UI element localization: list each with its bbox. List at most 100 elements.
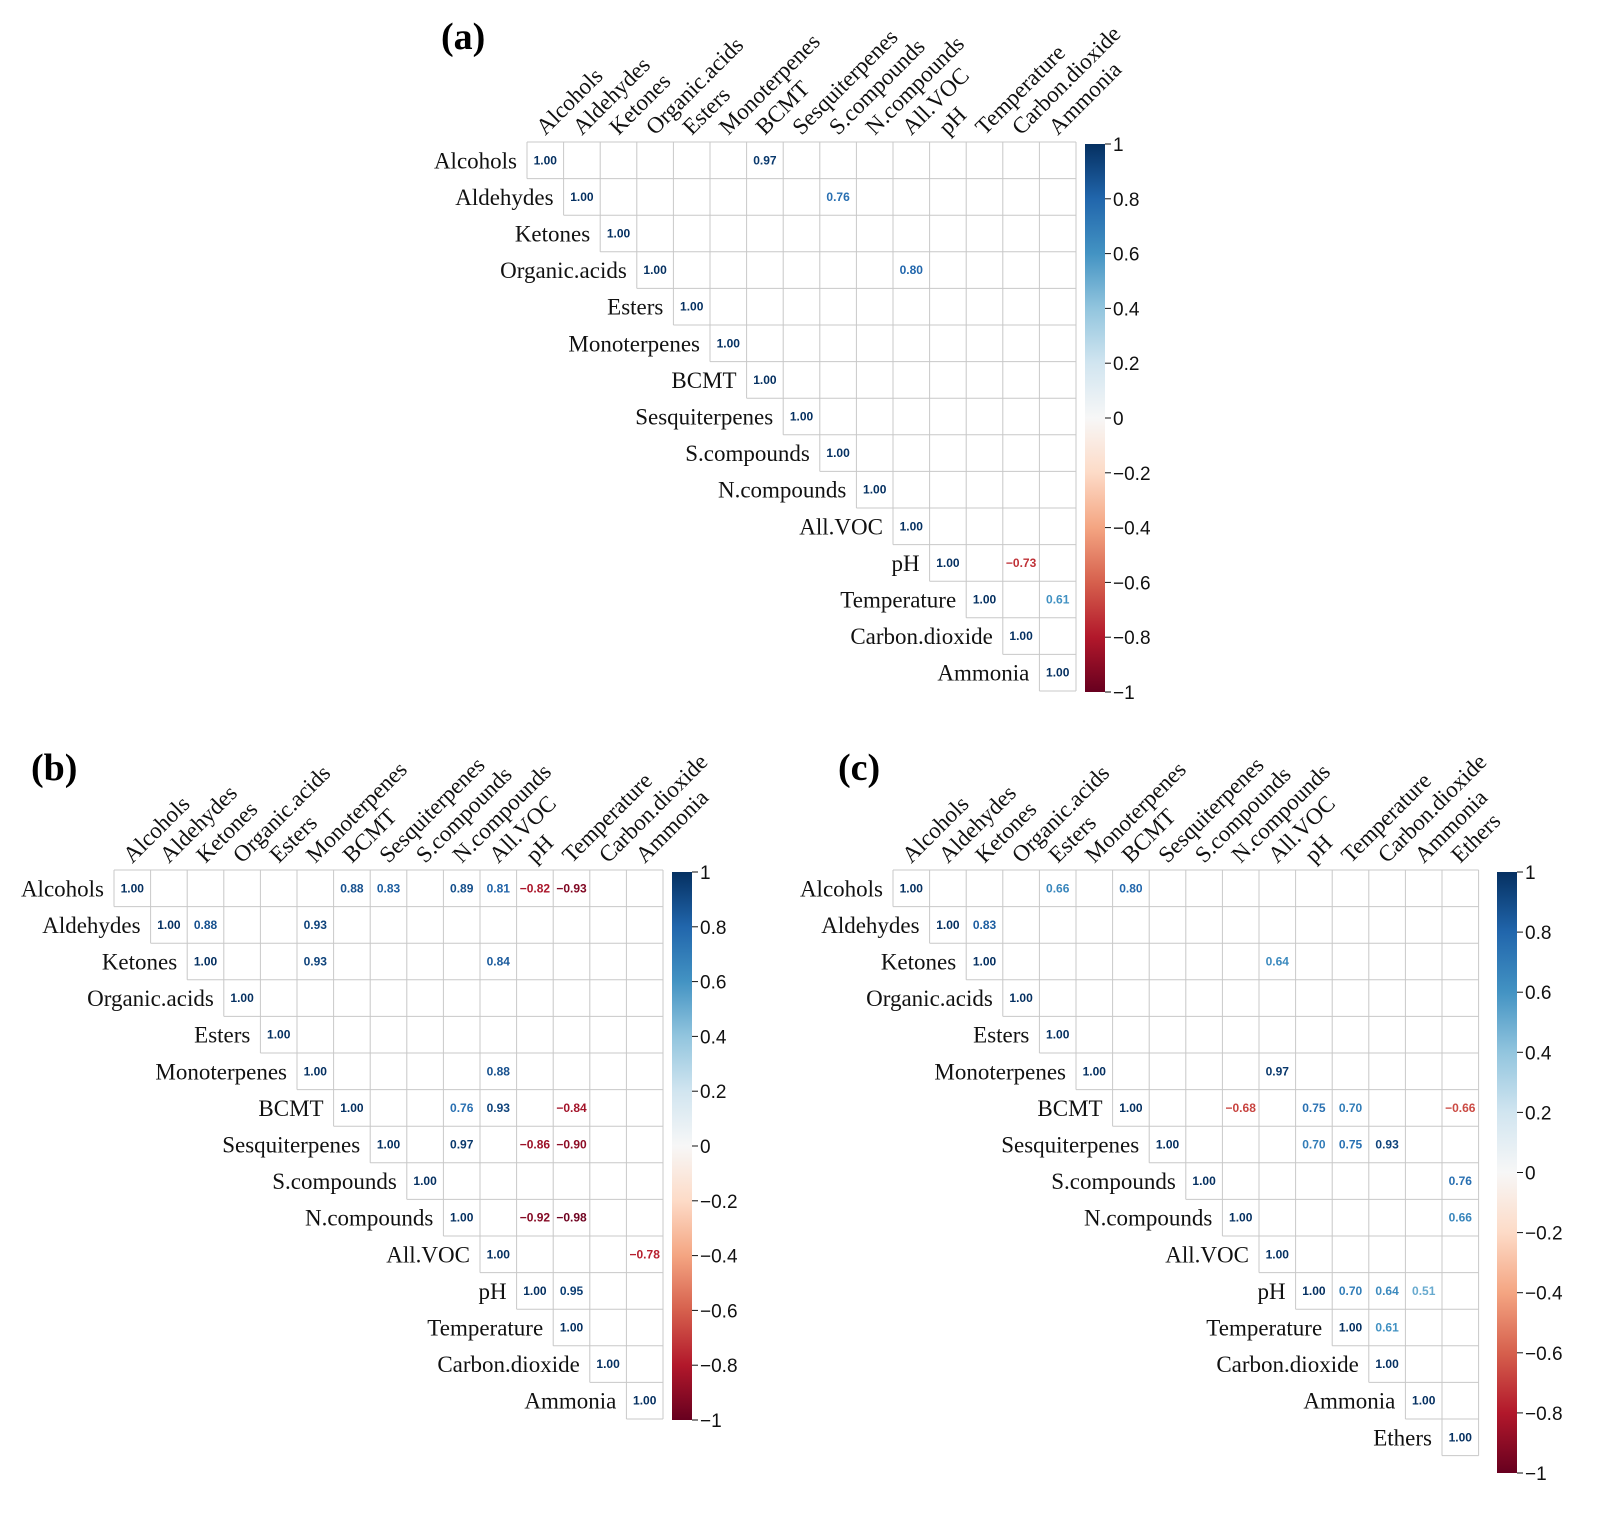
row-label-alcohols: Alcohols	[800, 876, 883, 901]
cell-value-carbon-dioxide-carbon-dioxide: 1.00	[1375, 1357, 1399, 1371]
row-label-esters: Esters	[973, 1023, 1029, 1048]
row-label-sesquiterpenes: Sesquiterpenes	[635, 405, 773, 430]
row-label-bcmt: BCMT	[1037, 1096, 1102, 1121]
colorbar-tick-label: −1	[1113, 683, 1135, 704]
row-label-sesquiterpenes: Sesquiterpenes	[222, 1133, 360, 1158]
cell-value-alcohols-alcohols: 1.00	[534, 153, 558, 167]
row-label-n-compounds: N.compounds	[1084, 1206, 1212, 1231]
colorbar-gradient	[1085, 144, 1105, 692]
cell-value-ph-temperature: 0.70	[1339, 1284, 1363, 1298]
cell-value-all-voc-ammonia: −0.78	[630, 1247, 661, 1261]
cell-value-organic-acids-organic-acids: 1.00	[1009, 991, 1033, 1005]
colorbar-gradient	[672, 872, 692, 1420]
cell-value-ph-ammonia: 0.51	[1412, 1284, 1436, 1298]
cell-value-n-compounds-n-compounds: 1.00	[863, 483, 887, 497]
cell-value-all-voc-all-voc: 1.00	[487, 1247, 511, 1261]
cell-value-aldehydes-aldehydes: 1.00	[157, 918, 181, 932]
row-label-bcmt: BCMT	[258, 1096, 323, 1121]
cell-value-monoterpenes-monoterpenes: 1.00	[1083, 1064, 1107, 1078]
cell-value-ketones-monoterpenes: 0.93	[304, 955, 328, 969]
row-label-organic-acids: Organic.acids	[500, 258, 627, 283]
row-label-ketones: Ketones	[881, 950, 956, 975]
cell-value-ketones-all-voc: 0.64	[1266, 955, 1290, 969]
cell-value-alcohols-n-compounds: 0.89	[450, 881, 474, 895]
row-label-temperature: Temperature	[427, 1316, 543, 1341]
row-label-ketones: Ketones	[515, 222, 590, 247]
colorbar-tick-label: −0.8	[1525, 1404, 1563, 1425]
cell-value-alcohols-temperature: −0.93	[556, 881, 587, 895]
cell-value-aldehydes-ketones: 0.83	[973, 918, 997, 932]
row-label-s-compounds: S.compounds	[272, 1169, 397, 1194]
cell-value-esters-esters: 1.00	[1046, 1028, 1070, 1042]
cell-value-alcohols-ph: −0.82	[520, 881, 551, 895]
colorbar-tick-label: 0.4	[1113, 299, 1140, 320]
row-label-aldehydes: Aldehydes	[455, 185, 553, 210]
cell-value-alcohols-sesquiterpenes: 0.83	[377, 881, 401, 895]
cell-value-sesquiterpenes-sesquiterpenes: 1.00	[1156, 1138, 1180, 1152]
colorbar-tick-label: −0.4	[1113, 519, 1151, 540]
cell-value-bcmt-temperature: −0.84	[556, 1101, 587, 1115]
cell-value-ketones-all-voc: 0.84	[487, 955, 511, 969]
colorbar-tick-label: 0.8	[1525, 923, 1551, 944]
panel-c: (c) Alcohols Aldehydes Ketones Organic.acids…	[800, 747, 1563, 1485]
cell-value-sesquiterpenes-temperature: 0.75	[1339, 1138, 1363, 1152]
colorbar-tick-label: −0.2	[1113, 464, 1151, 485]
cell-value-sesquiterpenes-sesquiterpenes: 1.00	[377, 1138, 401, 1152]
cell-value-alcohols-alcohols: 1.00	[121, 881, 145, 895]
row-label-n-compounds: N.compounds	[718, 478, 846, 503]
panel-letter-a: (a)	[441, 16, 485, 58]
row-label-ph: pH	[891, 551, 919, 576]
cell-value-s-compounds-s-compounds: 1.00	[826, 446, 850, 460]
cell-value-temperature-temperature: 1.00	[560, 1321, 584, 1335]
row-label-carbon-dioxide: Carbon.dioxide	[437, 1352, 579, 1377]
cell-value-sesquiterpenes-carbon-dioxide: 0.93	[1375, 1138, 1399, 1152]
colorbar-tick-label: −1	[700, 1411, 722, 1432]
grid-lines	[526, 141, 1077, 692]
cell-value-bcmt-n-compounds: 0.76	[450, 1101, 474, 1115]
cell-value-aldehydes-ketones: 0.88	[194, 918, 218, 932]
row-label-all-voc: All.VOC	[1165, 1242, 1249, 1267]
colorbar: 1 0.8 0.6 0.4 0.2 0 −0.2 −0.4 −0.6 −0.8 −1	[1497, 863, 1563, 1485]
colorbar-tick-label: 0	[700, 1137, 711, 1158]
colorbar-tick-label: −0.6	[1113, 573, 1151, 594]
cell-value-ph-ph: 1.00	[1302, 1284, 1326, 1298]
grid-lines	[113, 869, 664, 1420]
cell-value-ammonia-ammonia: 1.00	[1412, 1394, 1436, 1408]
cell-value-alcohols-all-voc: 0.81	[487, 881, 511, 895]
cell-value-n-compounds-ethers: 0.66	[1449, 1211, 1473, 1225]
cell-value-bcmt-all-voc: 0.93	[487, 1101, 511, 1115]
cell-value-carbon-dioxide-carbon-dioxide: 1.00	[1009, 629, 1033, 643]
colorbar-tick-label: 0.2	[1525, 1103, 1551, 1124]
row-label-ph: pH	[1257, 1279, 1285, 1304]
cell-value-ph-temperature: 0.95	[560, 1284, 584, 1298]
row-label-ethers: Ethers	[1373, 1425, 1432, 1450]
colorbar-tick-label: 0.2	[700, 1082, 726, 1103]
colorbar-tick-label: 1	[1525, 863, 1536, 884]
row-label-ammonia: Ammonia	[524, 1389, 616, 1414]
row-label-monoterpenes: Monoterpenes	[568, 331, 700, 356]
cell-value-organic-acids-organic-acids: 1.00	[230, 991, 254, 1005]
cell-value-alcohols-bcmt: 0.88	[340, 881, 364, 895]
colorbar-tick-label: −0.8	[700, 1356, 738, 1377]
cell-value-sesquiterpenes-sesquiterpenes: 1.00	[790, 410, 814, 424]
colorbar-tick-label: −0.8	[1113, 628, 1151, 649]
colorbar-gradient	[1497, 872, 1517, 1473]
row-label-ph: pH	[478, 1279, 506, 1304]
colorbar-tick-label: 0.2	[1113, 354, 1139, 375]
row-label-n-compounds: N.compounds	[305, 1206, 433, 1231]
cell-value-ph-carbon-dioxide: 0.64	[1375, 1284, 1399, 1298]
cell-value-ketones-ketones: 1.00	[973, 955, 997, 969]
cell-value-monoterpenes-monoterpenes: 1.00	[304, 1064, 328, 1078]
row-label-carbon-dioxide: Carbon.dioxide	[850, 624, 992, 649]
row-label-esters: Esters	[607, 295, 663, 320]
colorbar-tick-label: 0.6	[1113, 245, 1139, 266]
cell-value-alcohols-alcohols: 1.00	[900, 881, 924, 895]
row-label-organic-acids: Organic.acids	[866, 986, 993, 1011]
cell-value-monoterpenes-all-voc: 0.97	[1266, 1064, 1290, 1078]
cell-value-temperature-ammonia: 0.61	[1046, 593, 1070, 607]
row-label-carbon-dioxide: Carbon.dioxide	[1216, 1352, 1358, 1377]
colorbar-tick-label: 0	[1525, 1164, 1536, 1185]
cell-value-n-compounds-n-compounds: 1.00	[1229, 1211, 1253, 1225]
cell-value-s-compounds-ethers: 0.76	[1449, 1174, 1473, 1188]
cell-value-ph-ph: 1.00	[936, 556, 960, 570]
